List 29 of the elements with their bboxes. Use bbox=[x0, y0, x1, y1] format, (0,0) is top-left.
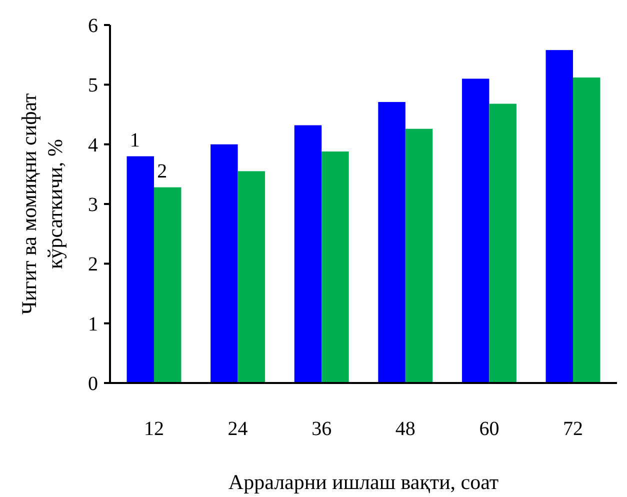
y-tick-label: 0 bbox=[88, 373, 98, 395]
bar bbox=[238, 171, 266, 383]
y-tick-label: 6 bbox=[88, 15, 98, 37]
y-tick-label: 4 bbox=[88, 134, 98, 156]
x-tick-label: 24 bbox=[228, 418, 248, 440]
series-label: 2 bbox=[157, 160, 168, 182]
bar bbox=[126, 156, 154, 383]
series-label: 1 bbox=[130, 129, 140, 152]
x-tick-label: 60 bbox=[479, 418, 500, 440]
y-tick-label: 1 bbox=[88, 313, 98, 336]
bar bbox=[546, 50, 574, 383]
bar bbox=[573, 78, 600, 383]
y-tick-label: 5 bbox=[88, 74, 98, 97]
bar bbox=[294, 125, 322, 383]
bar bbox=[405, 128, 433, 383]
bar bbox=[210, 144, 238, 383]
x-tick-label: 12 bbox=[144, 418, 164, 440]
x-tick-label: 48 bbox=[395, 418, 416, 440]
bar bbox=[462, 78, 490, 383]
y-tick-label: 2 bbox=[88, 254, 98, 276]
bar bbox=[378, 102, 406, 383]
bar bbox=[322, 151, 349, 383]
x-tick-label: 72 bbox=[563, 418, 584, 440]
y-tick-label: 3 bbox=[88, 194, 98, 216]
x-axis-title: Арраларни ишлаш вақти, соат bbox=[228, 470, 499, 494]
y-axis-title: Чигит ва момиқни сифат кўрсаткичи, % bbox=[17, 93, 67, 315]
x-tick-label: 36 bbox=[312, 418, 332, 440]
bar bbox=[489, 104, 516, 383]
bar bbox=[154, 187, 182, 383]
